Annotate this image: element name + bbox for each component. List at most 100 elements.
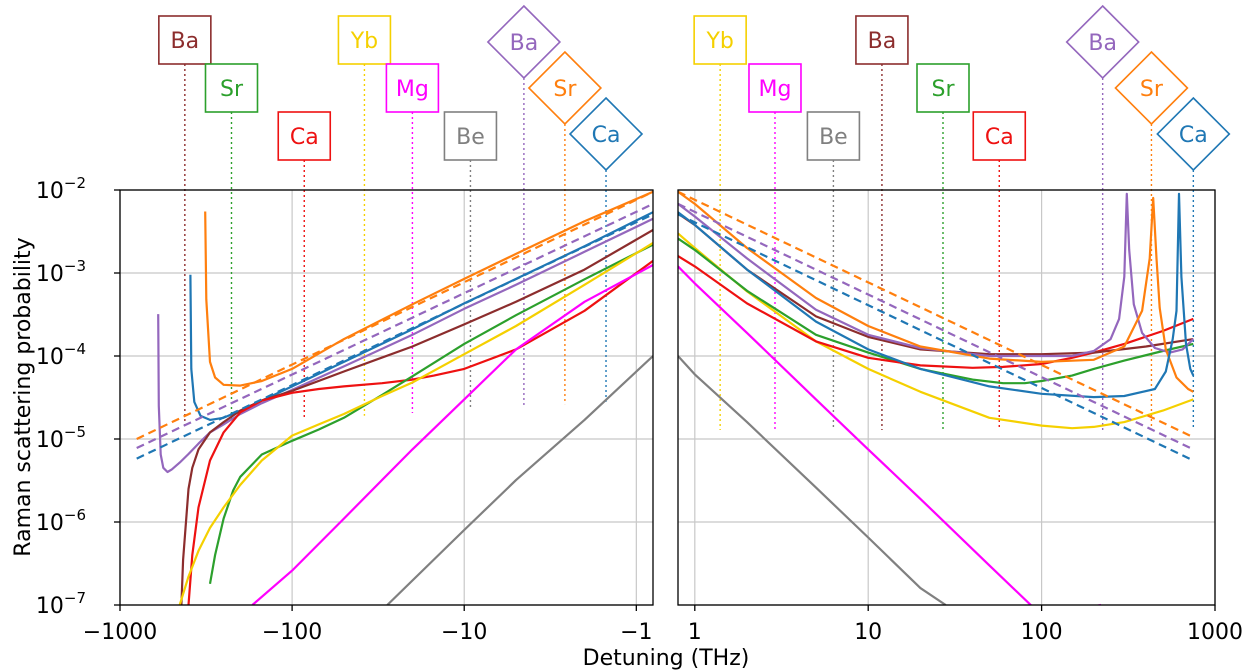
marker-label: Mg <box>396 77 429 102</box>
series-line-mg-solid <box>678 265 1101 605</box>
marker-label: Ba <box>1088 31 1117 56</box>
series-line-ca-solid <box>678 255 1194 369</box>
x-tick-label: −1 <box>620 620 652 645</box>
marker-box <box>748 63 802 113</box>
marker-ca-diamond: Ca <box>568 96 644 172</box>
marker-guide-lines <box>184 64 1195 430</box>
series-line-ba-ion-dashed <box>678 202 1194 451</box>
y-tick-label: 10−7 <box>36 589 86 619</box>
marker-mg-square: Mg <box>385 63 440 113</box>
marker-label: Be <box>819 125 848 150</box>
marker-sr-diamond: Sr <box>527 50 603 126</box>
marker-ca-square: Ca <box>972 111 1027 161</box>
right-series-group <box>678 190 1195 605</box>
series-line-ca-ion-dashed <box>136 213 653 460</box>
element-markers: Ba Sr Ca Yb Mg Be Ba Sr Ca Yb Mg Be Ba Sr Ca Ba Sr Ca <box>158 4 1231 172</box>
series-line-ba-ion-solid <box>157 217 653 474</box>
x-tick-label: 1000 <box>1187 620 1243 645</box>
marker-diamond <box>486 4 562 80</box>
series-line-sr-solid <box>678 237 1194 385</box>
series-line-ba-ion-dashed <box>136 202 653 449</box>
x-tick-label: 1 <box>688 620 702 645</box>
series-line-ca-ion-dashed <box>678 213 1194 462</box>
marker-yb-square: Yb <box>337 15 392 65</box>
marker-be-square: Be <box>806 111 861 161</box>
marker-label: Ca <box>592 123 621 148</box>
marker-ca-diamond: Ca <box>1156 96 1231 172</box>
marker-label: Ca <box>290 125 319 150</box>
series-line-sr-solid <box>208 243 653 584</box>
marker-label: Sr <box>931 77 955 102</box>
y-tick-label: 10−6 <box>36 506 86 536</box>
marker-label: Ba <box>510 31 539 56</box>
marker-label: Yb <box>350 29 378 54</box>
left-series-group <box>136 190 653 605</box>
marker-ba-diamond: Ba <box>1065 4 1140 80</box>
y-tick-exponent: −6 <box>64 506 86 524</box>
y-tick-label: 10−3 <box>36 257 86 287</box>
series-line-ca-solid <box>187 260 653 605</box>
marker-box <box>277 111 332 161</box>
series-line-sr-ion-dashed <box>678 190 1194 439</box>
x-tick-label: 10 <box>854 620 882 645</box>
marker-label: Be <box>456 125 485 150</box>
marker-mg-square: Mg <box>748 63 802 113</box>
axes-frames <box>114 189 1216 611</box>
marker-diamond <box>1156 96 1231 172</box>
marker-box <box>693 15 747 65</box>
series-lines <box>136 190 1195 605</box>
marker-yb-square: Yb <box>693 15 747 65</box>
series-line-ba-ion-solid <box>678 192 1195 358</box>
series-line-be-solid <box>678 355 947 605</box>
x-axis-label: Detuning (THz) <box>583 646 750 671</box>
series-line-ca-ion-solid <box>678 192 1195 399</box>
x-tick-label: −100 <box>262 620 322 645</box>
series-line-mg-solid <box>251 264 653 605</box>
series-line-sr-ion-dashed <box>136 190 653 440</box>
marker-sr-square: Sr <box>204 63 259 113</box>
x-tick-label: −1000 <box>83 620 157 645</box>
marker-label: Sr <box>1140 77 1164 102</box>
marker-be-square: Be <box>443 111 498 161</box>
marker-ca-square: Ca <box>277 111 332 161</box>
marker-box <box>385 63 440 113</box>
marker-ba-square: Ba <box>855 15 909 65</box>
series-line-yb-solid <box>178 242 653 605</box>
marker-box <box>806 111 861 161</box>
marker-label: Sr <box>553 77 577 102</box>
marker-box <box>158 15 212 65</box>
marker-label: Yb <box>705 29 733 54</box>
marker-box <box>337 15 392 65</box>
y-tick-exponent: −3 <box>64 257 86 275</box>
x-tick-label: 100 <box>1021 620 1063 645</box>
marker-label: Mg <box>759 77 792 102</box>
marker-box <box>204 63 259 113</box>
y-tick-exponent: −4 <box>64 340 86 358</box>
marker-box <box>443 111 498 161</box>
marker-diamond <box>568 96 644 172</box>
marker-label: Ca <box>985 125 1014 150</box>
marker-ba-diamond: Ba <box>486 4 562 80</box>
marker-box <box>855 15 909 65</box>
y-tick-exponent: −2 <box>64 174 86 192</box>
series-line-sr-ion-solid <box>678 190 1194 393</box>
marker-sr-diamond: Sr <box>1114 50 1189 126</box>
series-line-ba-solid <box>678 212 1194 356</box>
y-tick-label: 10−5 <box>36 423 86 453</box>
series-line-yb-solid <box>678 232 1194 430</box>
right-axes-frame <box>677 189 1216 606</box>
marker-sr-square: Sr <box>916 63 970 113</box>
grid-lines <box>119 189 1216 606</box>
x-tick-label: −10 <box>441 620 487 645</box>
left-axes-frame <box>119 189 654 606</box>
marker-label: Sr <box>220 77 244 102</box>
y-tick-label: 10−2 <box>36 174 86 204</box>
series-line-be-solid <box>386 355 653 605</box>
marker-diamond <box>527 50 603 126</box>
marker-ba-square: Ba <box>158 15 212 65</box>
marker-diamond <box>1065 4 1140 80</box>
y-axis-label: Raman scattering probability <box>11 237 36 556</box>
marker-label: Ba <box>868 29 897 54</box>
y-tick-exponent: −7 <box>64 589 86 607</box>
